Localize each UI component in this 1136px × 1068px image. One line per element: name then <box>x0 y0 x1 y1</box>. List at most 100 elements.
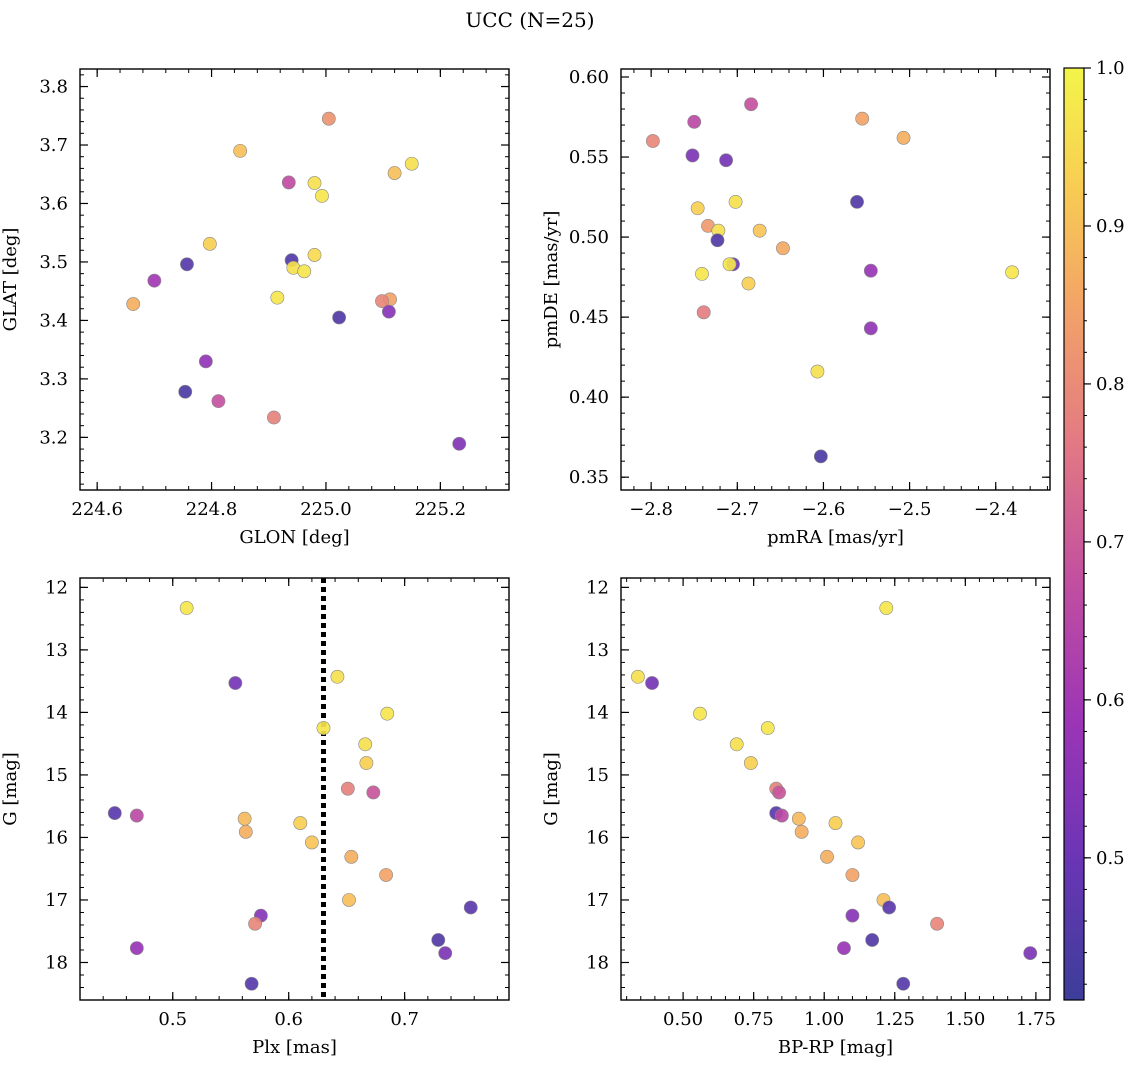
y-axis-label: pmDE [mas/yr] <box>541 211 562 349</box>
colorbar-tick-label: 0.6 <box>1096 690 1125 711</box>
panel-color-magnitude: 0.50 0.75 1.00 1.25 1.50 1.75 12 13 14 15 16 17 18 BP… <box>541 577 1056 1058</box>
scatter-point <box>126 297 141 311</box>
x-tick-label: 224.8 <box>186 499 238 520</box>
scatter-point <box>228 676 243 690</box>
scatter-point <box>776 241 790 256</box>
scatter-point <box>744 97 758 112</box>
y-tick-label: 18 <box>45 952 68 973</box>
scatter-point <box>238 824 253 839</box>
scatter-point <box>645 676 659 690</box>
scatter-point <box>180 257 194 272</box>
scatter-point <box>752 223 767 238</box>
scatter-point <box>1023 946 1038 961</box>
y-axis-label: G [mag] <box>0 752 21 825</box>
scatter-point <box>794 824 809 839</box>
x-tick-label: 225.0 <box>300 499 352 520</box>
axes-frame <box>79 577 510 1001</box>
x-tick-label: 0.6 <box>274 1009 303 1030</box>
scatter-point <box>828 816 843 830</box>
scatter-point <box>1005 265 1019 280</box>
scatter-point <box>865 933 880 947</box>
scatter-point <box>879 601 894 615</box>
scatter-point <box>147 273 162 288</box>
scatter-point <box>728 194 743 209</box>
y-axis-label: GLAT [deg] <box>0 228 21 332</box>
y-tick-label: 0.50 <box>569 227 609 248</box>
x-axis-label: BP-RP [mag] <box>778 1037 893 1058</box>
scatter-point <box>631 669 645 684</box>
scatter-point <box>693 706 707 721</box>
axes-frame <box>620 68 1051 491</box>
scatter-point <box>202 236 217 251</box>
y-tick-label: 18 <box>586 952 609 973</box>
x-tick-label: 0.75 <box>734 1009 774 1030</box>
x-tick-label: 1.00 <box>804 1009 844 1030</box>
panel-glon-glat: 224.6 224.8 225.0 225.2 3.2 3.3 3.4 3.5 3.6 3.7 3.… <box>0 68 510 548</box>
x-axis-label: GLON [deg] <box>239 527 349 548</box>
scatter-point <box>431 933 446 947</box>
scatter-point <box>270 290 285 305</box>
scatter-point <box>687 114 702 129</box>
scatter-point <box>129 941 144 956</box>
x-tick-label: −2.7 <box>715 499 759 520</box>
scatter-point <box>645 134 660 148</box>
x-axis-label: Plx [mas] <box>252 1037 337 1058</box>
x-tick-label: 0.50 <box>663 1009 703 1030</box>
x-tick-label: −2.6 <box>802 499 846 520</box>
scatter-point <box>719 153 733 168</box>
scatter-point <box>710 233 725 248</box>
y-tick-label: 14 <box>586 702 609 723</box>
scatter-point <box>304 835 319 850</box>
x-axis-label: pmRA [mas/yr] <box>767 527 904 548</box>
scatter-point <box>248 916 262 931</box>
x-tick-label: −2.4 <box>974 499 1018 520</box>
scatter-point <box>366 785 381 800</box>
scatter-point <box>741 276 756 291</box>
scatter-point <box>404 156 419 171</box>
scatter-point <box>267 410 281 425</box>
y-tick-label: 0.60 <box>569 67 609 88</box>
colorbar: 0.5 0.6 0.7 0.8 0.9 1.0 <box>1063 58 1125 1001</box>
y-tick-label: 3.5 <box>39 252 68 273</box>
scatter-point <box>438 946 453 961</box>
scatter-point <box>743 756 758 770</box>
scatter-point <box>293 816 308 830</box>
scatter-point <box>307 248 322 262</box>
y-tick-label: 17 <box>586 890 609 911</box>
y-tick-label: 3.4 <box>39 310 68 331</box>
scatter-point <box>813 449 828 464</box>
y-tick-label: 0.55 <box>569 147 609 168</box>
scatter-point <box>696 305 711 320</box>
scatter-point <box>930 916 945 931</box>
scatter-point <box>381 304 396 319</box>
y-tick-label: 3.2 <box>39 427 68 448</box>
y-tick-label: 3.6 <box>39 193 68 214</box>
colorbar-tick-label: 0.7 <box>1096 532 1125 553</box>
scatter-point <box>820 849 834 864</box>
scatter-point <box>179 601 194 615</box>
y-tick-label: 16 <box>586 827 609 848</box>
scatter-point <box>297 264 312 279</box>
axes-frame <box>620 577 1051 1001</box>
scatter-point <box>342 893 356 907</box>
y-tick-label: 3.7 <box>39 135 68 156</box>
y-tick-label: 3.3 <box>39 369 68 390</box>
scatter-point <box>244 976 259 991</box>
panel-proper-motion: −2.8 −2.7 −2.6 −2.5 −2.4 0.35 0.40 0.45 0.50 0.55… <box>541 67 1051 548</box>
scatter-point <box>695 266 709 281</box>
scatter-point <box>791 811 806 826</box>
scatter-point <box>851 835 865 850</box>
scatter-point <box>237 811 252 826</box>
x-tick-label: 0.7 <box>390 1009 419 1030</box>
scatter-point <box>863 321 878 336</box>
scatter-point <box>375 294 389 309</box>
scatter-point <box>387 166 402 180</box>
y-tick-label: 16 <box>45 827 68 848</box>
y-tick-label: 17 <box>45 890 68 911</box>
scatter-point <box>107 806 122 820</box>
scatter-point <box>722 257 737 272</box>
colorbar-gradient <box>1063 67 1085 1001</box>
scatter-point <box>685 148 700 163</box>
scatter-point <box>837 941 851 956</box>
